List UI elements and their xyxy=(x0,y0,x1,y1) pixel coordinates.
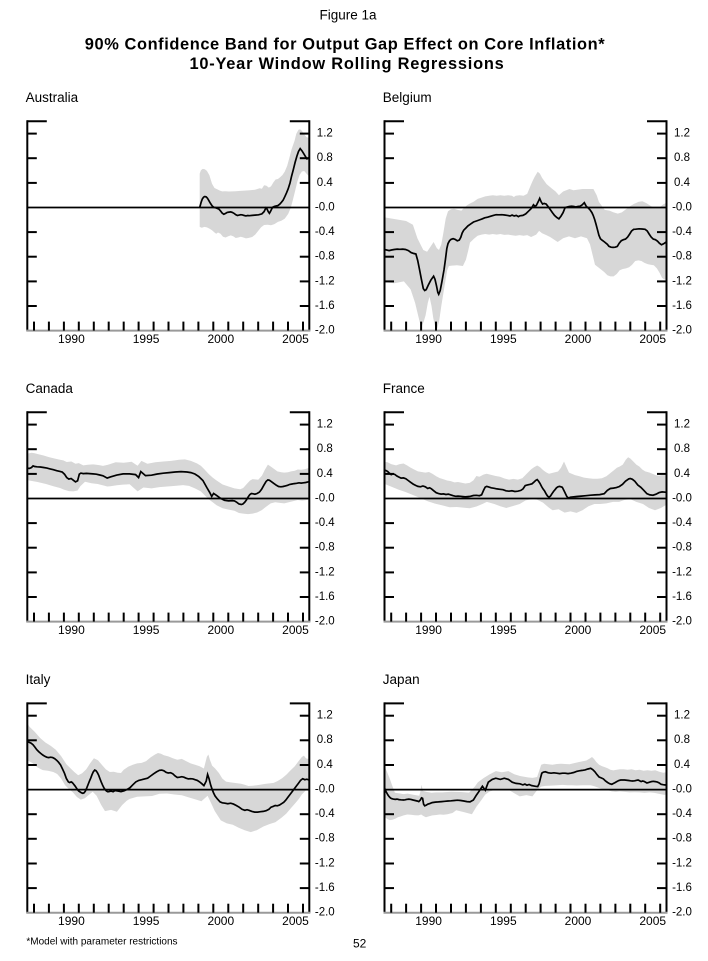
svg-text:90% Confidence Band for Output: 90% Confidence Band for Output Gap Effec… xyxy=(85,36,605,54)
svg-text:1990: 1990 xyxy=(415,623,442,637)
svg-text:-0.4: -0.4 xyxy=(672,808,692,820)
svg-text:2000: 2000 xyxy=(565,914,592,928)
svg-text:2005: 2005 xyxy=(282,332,309,346)
svg-text:-0.4: -0.4 xyxy=(672,517,692,529)
svg-text:-1.6: -1.6 xyxy=(315,591,335,603)
svg-text:-0.8: -0.8 xyxy=(672,833,692,845)
svg-text:-2.0: -2.0 xyxy=(315,325,335,337)
svg-text:-1.6: -1.6 xyxy=(672,882,692,894)
svg-text:-1.2: -1.2 xyxy=(315,275,335,287)
svg-text:*Model with parameter restrict: *Model with parameter restrictions xyxy=(26,937,177,948)
svg-text:-0.4: -0.4 xyxy=(672,226,692,238)
svg-text:-1.6: -1.6 xyxy=(315,300,335,312)
svg-text:France: France xyxy=(383,381,425,396)
svg-text:-2.0: -2.0 xyxy=(672,616,692,628)
svg-text:2000: 2000 xyxy=(565,623,592,637)
svg-text:-1.6: -1.6 xyxy=(672,300,692,312)
svg-text:1995: 1995 xyxy=(133,332,160,346)
svg-text:1.2: 1.2 xyxy=(674,128,690,140)
svg-text:-2.0: -2.0 xyxy=(672,907,692,919)
svg-text:2005: 2005 xyxy=(639,623,666,637)
svg-text:-2.0: -2.0 xyxy=(672,325,692,337)
svg-text:Belgium: Belgium xyxy=(383,90,432,105)
svg-text:-2.0: -2.0 xyxy=(315,616,335,628)
svg-text:-0.0: -0.0 xyxy=(672,201,692,213)
svg-text:-0.0: -0.0 xyxy=(315,784,335,796)
svg-text:1.2: 1.2 xyxy=(317,419,333,431)
svg-text:0.8: 0.8 xyxy=(317,443,333,455)
svg-text:-0.8: -0.8 xyxy=(315,251,335,263)
svg-text:1990: 1990 xyxy=(58,914,85,928)
svg-text:-0.8: -0.8 xyxy=(315,833,335,845)
svg-text:-1.6: -1.6 xyxy=(672,591,692,603)
svg-text:2000: 2000 xyxy=(565,332,592,346)
svg-text:2005: 2005 xyxy=(282,623,309,637)
svg-text:Figure 1a: Figure 1a xyxy=(319,7,377,22)
svg-text:1995: 1995 xyxy=(133,914,160,928)
svg-text:2005: 2005 xyxy=(282,914,309,928)
svg-text:-0.0: -0.0 xyxy=(315,201,335,213)
svg-text:0.4: 0.4 xyxy=(674,468,691,480)
svg-text:Australia: Australia xyxy=(26,90,79,105)
svg-text:-0.4: -0.4 xyxy=(315,808,335,820)
svg-text:-0.8: -0.8 xyxy=(672,542,692,554)
svg-text:-0.4: -0.4 xyxy=(315,517,335,529)
svg-text:0.4: 0.4 xyxy=(317,177,334,189)
svg-text:2005: 2005 xyxy=(639,914,666,928)
svg-text:1995: 1995 xyxy=(490,623,517,637)
svg-text:0.8: 0.8 xyxy=(674,152,690,164)
svg-text:1995: 1995 xyxy=(490,914,517,928)
svg-text:1990: 1990 xyxy=(415,332,442,346)
svg-text:-1.2: -1.2 xyxy=(315,857,335,869)
svg-text:-0.8: -0.8 xyxy=(672,251,692,263)
svg-text:-0.4: -0.4 xyxy=(315,226,335,238)
svg-text:-1.2: -1.2 xyxy=(672,857,692,869)
svg-text:-1.2: -1.2 xyxy=(672,566,692,578)
svg-text:0.4: 0.4 xyxy=(317,468,334,480)
svg-text:2000: 2000 xyxy=(207,914,234,928)
svg-text:-1.6: -1.6 xyxy=(315,882,335,894)
svg-text:10-Year Window Rolling Regress: 10-Year Window Rolling Regressions xyxy=(189,55,504,73)
svg-text:Canada: Canada xyxy=(26,381,74,396)
svg-text:Italy: Italy xyxy=(26,672,51,687)
svg-text:1990: 1990 xyxy=(415,914,442,928)
svg-text:-0.0: -0.0 xyxy=(672,784,692,796)
svg-text:1995: 1995 xyxy=(490,332,517,346)
svg-text:0.8: 0.8 xyxy=(317,734,333,746)
svg-text:1990: 1990 xyxy=(58,623,85,637)
svg-text:Japan: Japan xyxy=(383,672,420,687)
svg-text:1995: 1995 xyxy=(133,623,160,637)
svg-text:1990: 1990 xyxy=(58,332,85,346)
svg-text:-0.8: -0.8 xyxy=(315,542,335,554)
svg-text:1.2: 1.2 xyxy=(674,419,690,431)
svg-text:-0.0: -0.0 xyxy=(672,492,692,504)
svg-text:0.8: 0.8 xyxy=(317,152,333,164)
svg-text:-2.0: -2.0 xyxy=(315,907,335,919)
svg-text:0.4: 0.4 xyxy=(674,759,691,771)
svg-text:-1.2: -1.2 xyxy=(672,275,692,287)
svg-text:-0.0: -0.0 xyxy=(315,492,335,504)
svg-text:1.2: 1.2 xyxy=(317,710,333,722)
svg-text:2000: 2000 xyxy=(207,623,234,637)
svg-text:0.8: 0.8 xyxy=(674,443,690,455)
svg-text:2005: 2005 xyxy=(639,332,666,346)
svg-text:1.2: 1.2 xyxy=(674,710,690,722)
svg-text:0.4: 0.4 xyxy=(674,177,691,189)
svg-text:0.4: 0.4 xyxy=(317,759,334,771)
svg-text:1.2: 1.2 xyxy=(317,128,333,140)
svg-text:52: 52 xyxy=(353,937,367,951)
svg-text:0.8: 0.8 xyxy=(674,734,690,746)
svg-text:2000: 2000 xyxy=(207,332,234,346)
svg-text:-1.2: -1.2 xyxy=(315,566,335,578)
